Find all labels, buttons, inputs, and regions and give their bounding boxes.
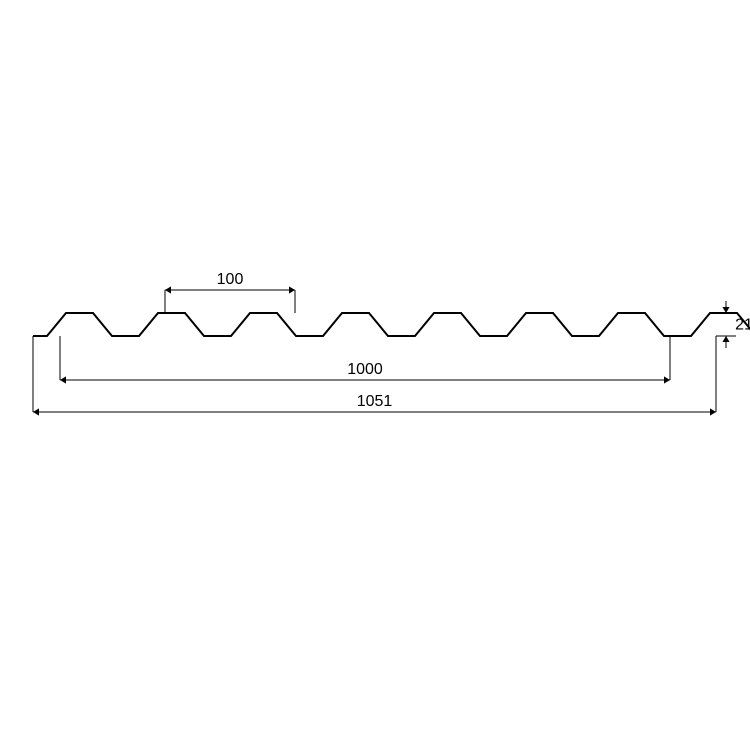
overall-width-dimension-label: 1051 xyxy=(357,393,393,410)
profile-outline xyxy=(33,313,750,336)
cover-width-dimension-label: 1000 xyxy=(347,361,383,378)
arrowhead xyxy=(165,286,171,293)
arrowhead xyxy=(664,376,670,383)
arrowhead xyxy=(33,408,39,415)
pitch-dimension-label: 100 xyxy=(217,271,244,288)
arrowhead xyxy=(289,286,295,293)
arrowhead xyxy=(710,408,716,415)
arrowhead xyxy=(60,376,66,383)
height-dimension-label: 21 xyxy=(735,317,750,334)
arrowhead xyxy=(722,336,729,342)
